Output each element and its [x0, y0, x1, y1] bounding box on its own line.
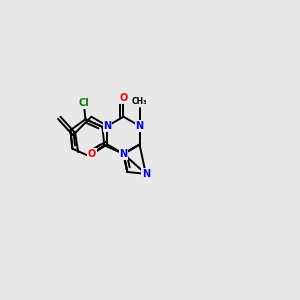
Text: N: N: [103, 121, 112, 131]
Text: CH₃: CH₃: [132, 97, 147, 106]
Text: Cl: Cl: [78, 98, 89, 108]
Text: N: N: [142, 169, 150, 179]
Text: O: O: [88, 149, 96, 159]
Text: O: O: [119, 94, 128, 103]
Text: N: N: [136, 121, 144, 131]
Text: N: N: [119, 149, 128, 159]
Text: N: N: [119, 149, 128, 159]
